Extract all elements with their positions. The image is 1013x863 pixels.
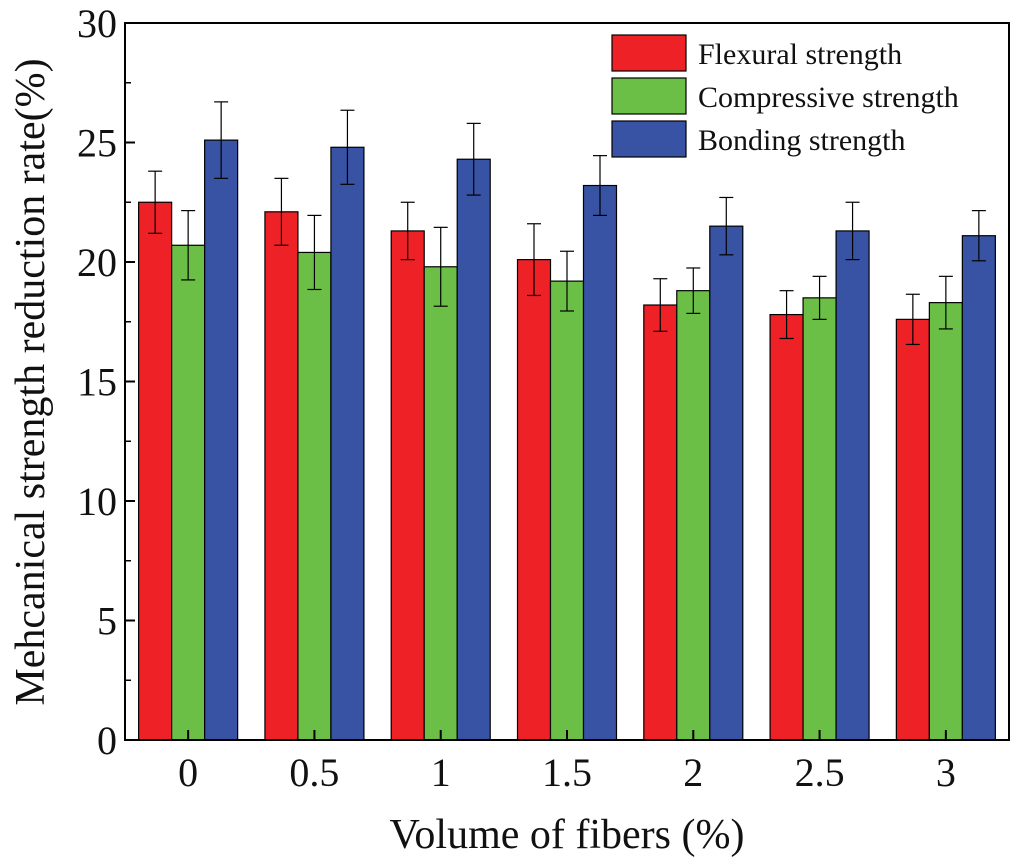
- error-bar-flexural-3: [905, 293, 920, 346]
- x-axis-title: Volume of fibers (%): [390, 812, 745, 858]
- error-bar-flexural-1: [400, 201, 415, 261]
- bar-bonding-2: [709, 225, 744, 741]
- x-tick-label-0.5: 0.5: [289, 750, 339, 795]
- bar-bonding-1: [456, 158, 491, 741]
- error-bar-compressive-1.5: [560, 250, 574, 312]
- error-bar-compressive-0.5: [307, 214, 322, 291]
- error-bar-flexural-0: [148, 170, 163, 234]
- bar-compressive-2: [676, 290, 711, 741]
- error-bar-flexural-2: [653, 278, 668, 332]
- x-tick-label-2: 2: [683, 750, 703, 795]
- error-bar-flexural-0.5: [274, 177, 289, 246]
- bar-compressive-1: [423, 266, 458, 741]
- bar-flexural-0.5: [264, 211, 299, 741]
- legend-swatch-compressive: [611, 77, 687, 115]
- legend-label-flexural: Flexural strength: [698, 38, 902, 71]
- bar-bonding-2.5: [835, 230, 870, 741]
- error-bar-bonding-3: [971, 210, 986, 262]
- legend-label-compressive: Compressive strength: [698, 81, 959, 114]
- error-bar-bonding-1: [466, 122, 481, 196]
- bar-compressive-1.5: [549, 280, 585, 741]
- x-axis-ticks: 0 0.5 1 1.5 2 2.5 3: [178, 730, 956, 795]
- error-bar-bonding-0.5: [340, 109, 355, 185]
- bar-bonding-0.5: [330, 146, 365, 741]
- y-tick-label-15: 15: [77, 360, 117, 405]
- error-bar-compressive-3: [938, 275, 953, 330]
- bar-flexural-1.5: [516, 259, 552, 741]
- x-tick-label-0: 0: [178, 750, 198, 795]
- bar-compressive-0: [171, 244, 206, 741]
- y-tick-label-10: 10: [77, 479, 117, 524]
- y-tick-label-20: 20: [77, 240, 117, 285]
- bar-bonding-1.5: [582, 184, 618, 741]
- error-bar-flexural-2.5: [779, 290, 794, 340]
- y-axis-title: Mehcanical strength reduction rate(%): [8, 58, 54, 705]
- y-tick-label-0: 0: [97, 718, 117, 763]
- error-bar-bonding-0: [214, 101, 229, 179]
- bar-flexural-1: [390, 230, 425, 741]
- bar-compressive-3: [928, 302, 963, 741]
- error-bar-compressive-2: [686, 267, 701, 314]
- error-bar-compressive-0: [181, 210, 196, 281]
- bar-compressive-2.5: [802, 297, 837, 741]
- legend-label-bonding: Bonding strength: [698, 124, 906, 157]
- error-bar-compressive-2.5: [812, 275, 827, 320]
- error-bar-flexural-1.5: [527, 223, 541, 297]
- bar-bonding-0: [204, 139, 239, 741]
- bar-flexural-0: [138, 201, 173, 741]
- error-bar-bonding-2: [719, 196, 734, 256]
- y-axis-ticks: 0 5 10 15 20 25 30: [77, 1, 135, 763]
- x-tick-label-2.5: 2.5: [795, 750, 845, 795]
- bar-flexural-2.5: [769, 313, 804, 741]
- x-tick-label-1.5: 1.5: [542, 750, 592, 795]
- bar-flexural-3: [895, 318, 930, 741]
- bar-compressive-0.5: [297, 251, 332, 741]
- legend: Flexural strength Compressive strength B…: [611, 34, 959, 158]
- legend-swatch-flexural: [611, 34, 687, 72]
- y-tick-label-30: 30: [77, 1, 117, 46]
- legend-swatch-bonding: [611, 120, 687, 158]
- x-tick-label-1: 1: [431, 750, 451, 795]
- x-tick-label-3: 3: [936, 750, 956, 795]
- error-bar-compressive-1: [433, 226, 448, 307]
- y-tick-label-25: 25: [77, 121, 117, 166]
- bar-bonding-3: [961, 235, 996, 741]
- y-tick-label-5: 5: [97, 599, 117, 644]
- bar-flexural-2: [643, 304, 678, 741]
- error-bars-layer: [148, 101, 986, 346]
- error-bar-bonding-2.5: [845, 201, 860, 261]
- error-bar-bonding-1.5: [593, 155, 607, 216]
- bars-layer: [138, 139, 996, 741]
